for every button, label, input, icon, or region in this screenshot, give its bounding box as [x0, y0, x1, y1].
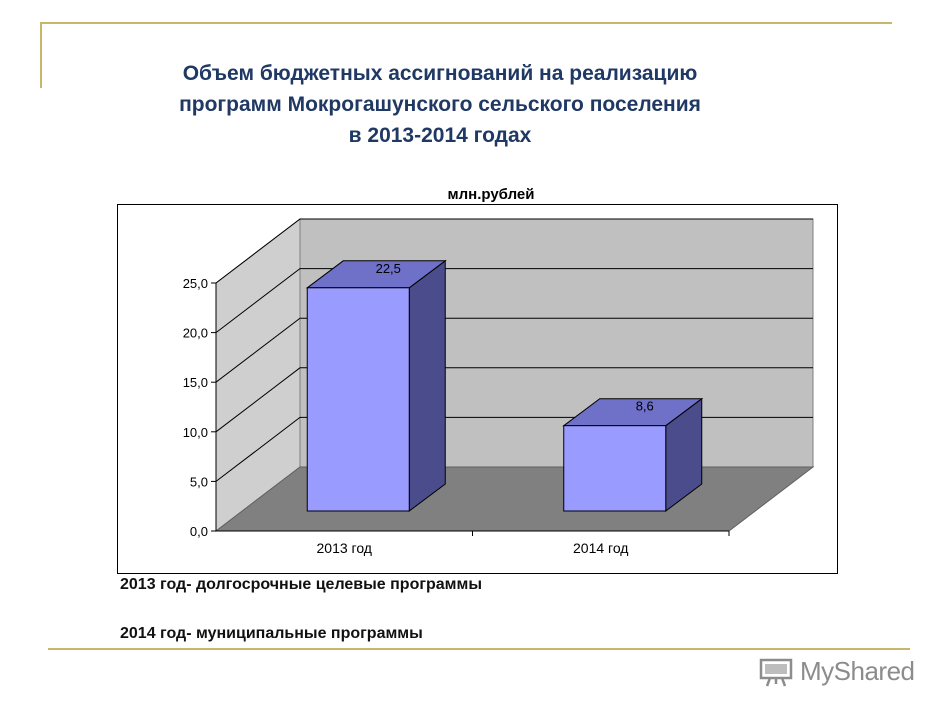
bar: [306, 287, 410, 512]
y-tick-label: 10,0: [183, 425, 208, 440]
top-border-line: [40, 22, 892, 24]
bar-chart: 0,0 5,0 10,0 15,0 20,0 25,0 22,5 2013 год 8,6 201…: [183, 217, 815, 556]
y-tick-label: 5,0: [190, 474, 208, 489]
x-tick-label: 2013 год: [317, 540, 372, 556]
bar-value-label: 8,6: [636, 399, 654, 414]
title-line-3: в 2013-2014 годах: [348, 124, 532, 147]
bar-side: [408, 259, 446, 512]
presentation-icon: [759, 658, 793, 686]
gridline: [215, 367, 813, 433]
gridline: [215, 268, 813, 333]
floor: [214, 466, 815, 532]
gridline: [215, 317, 813, 383]
gridline: [215, 218, 813, 284]
x-tick-label: 2014 год: [573, 540, 628, 556]
y-tick-label: 20,0: [183, 326, 208, 341]
title-line-2: программ Мокрогашунского сельского посел…: [179, 93, 701, 116]
note-2013: 2013 год- долгосрочные целевые программы: [120, 576, 483, 593]
y-tick-label: 15,0: [183, 375, 208, 390]
chart-area: 0,0 5,0 10,0 15,0 20,0 25,0 22,5 2013 год 8,6 201…: [117, 204, 838, 574]
bottom-border-line: [48, 648, 910, 650]
y-tick-label: 25,0: [183, 276, 208, 291]
logo-text: MyShared: [800, 656, 915, 686]
slide-title: Объем бюджетных ассигнований на реализац…: [60, 58, 820, 151]
y-tick-label: 0,0: [190, 524, 208, 539]
title-line-1: Объем бюджетных ассигнований на реализац…: [182, 62, 698, 85]
bar-value-label: 22,5: [376, 261, 401, 276]
unit-label: млн.рублей: [447, 186, 535, 203]
logo: MyShared: [758, 656, 915, 687]
note-2014: 2014 год- муниципальные программы: [120, 625, 423, 642]
bar: [563, 425, 667, 512]
left-border-line: [40, 22, 42, 88]
